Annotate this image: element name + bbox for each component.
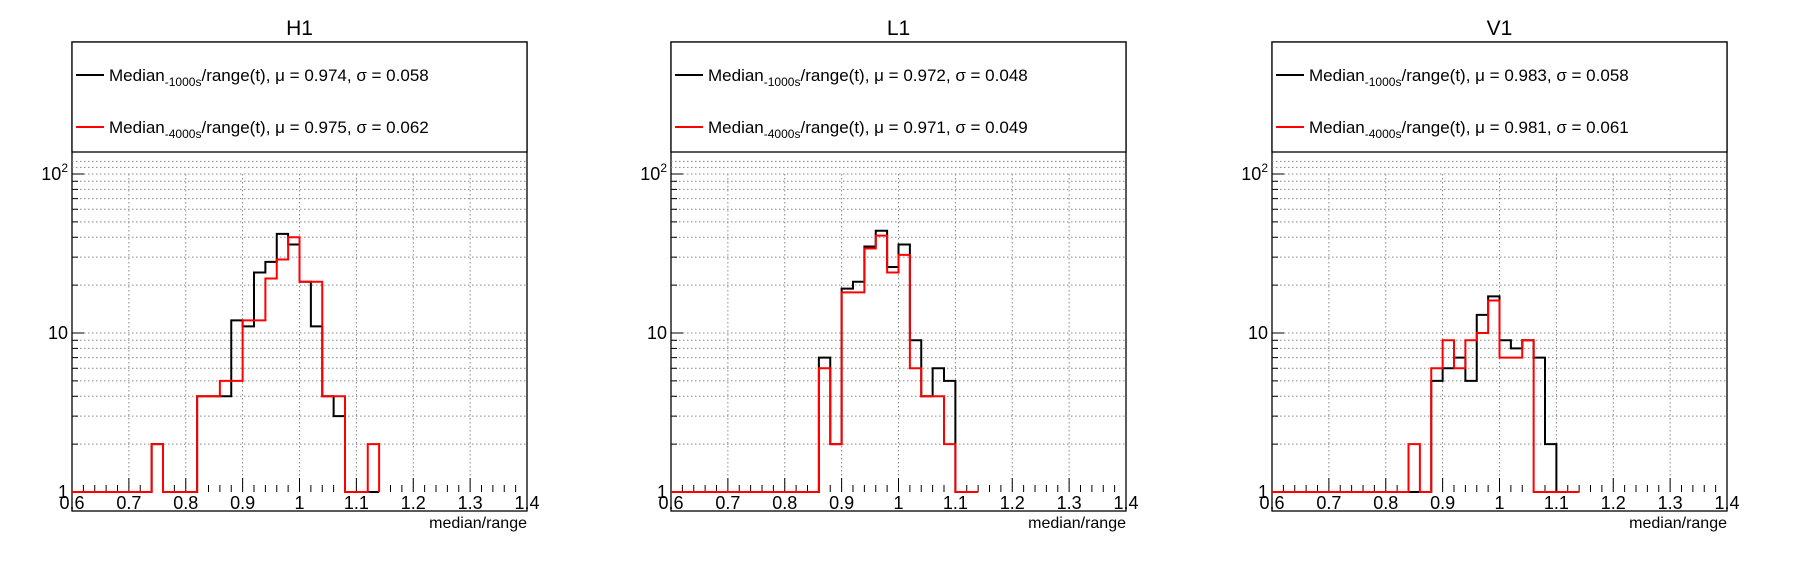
x-tick-label: 0.9 bbox=[829, 493, 854, 513]
x-tick-label: 1.3 bbox=[458, 493, 483, 513]
legend-text: /range(t), μ = 0.971, σ = 0.049 bbox=[800, 118, 1027, 137]
legend-box bbox=[670, 41, 1127, 153]
x-tick-label: 0.8 bbox=[173, 493, 198, 513]
legend-text: /range(t), μ = 0.975, σ = 0.062 bbox=[201, 118, 428, 137]
y-tick-base: 10 bbox=[1241, 164, 1261, 184]
y-axis-ticks bbox=[671, 125, 683, 493]
x-tick-label: 1.2 bbox=[1601, 493, 1626, 513]
x-tick-label: 0.9 bbox=[1430, 493, 1455, 513]
histogram-series-1 bbox=[1272, 299, 1580, 493]
legend-entry-1: Median-4000s/range(t), μ = 0.981, σ = 0.… bbox=[1309, 118, 1629, 141]
x-tick-label: 1.1 bbox=[1544, 493, 1569, 513]
x-tick-label: 1.4 bbox=[1714, 493, 1739, 513]
chart-title: L1 bbox=[887, 17, 910, 40]
x-axis-label: median/range bbox=[1629, 515, 1727, 532]
histogram-series-0 bbox=[72, 232, 380, 493]
x-tick-label: 1.1 bbox=[344, 493, 369, 513]
x-axis-label: median/range bbox=[1028, 515, 1126, 532]
x-axis-ticks bbox=[71, 478, 528, 492]
x-tick-label: 0.6 bbox=[1259, 493, 1284, 513]
x-tick-label: 0.7 bbox=[116, 493, 141, 513]
legend-text: Median bbox=[109, 66, 165, 85]
chart-l1: L10.6 0.7 0.8 0.9 1 1.1 1.2 1.3 1.4110102median/… bbox=[640, 17, 1138, 532]
legend-entry-0: Median-1000s/range(t), μ = 0.983, σ = 0.… bbox=[1309, 66, 1629, 89]
legend-text: Median bbox=[708, 66, 764, 85]
legend-text: Median bbox=[1309, 118, 1365, 137]
legend-entry-0: Median-1000s/range(t), μ = 0.974, σ = 0.… bbox=[109, 66, 429, 89]
legend-text: /range(t), μ = 0.981, σ = 0.061 bbox=[1401, 118, 1628, 137]
legend-entry-1: Median-4000s/range(t), μ = 0.971, σ = 0.… bbox=[708, 118, 1028, 141]
legend-box bbox=[71, 41, 528, 153]
y-tick-label-100: 102 bbox=[1241, 161, 1268, 184]
legend-text: /range(t), μ = 0.974, σ = 0.058 bbox=[201, 66, 428, 85]
legend-subscript: -4000s bbox=[764, 127, 801, 141]
legend-subscript: -1000s bbox=[1365, 75, 1402, 89]
legend-subscript: -4000s bbox=[165, 127, 202, 141]
chart-title: H1 bbox=[286, 17, 313, 40]
histogram-series-1 bbox=[671, 234, 979, 493]
x-tick-label: 0.6 bbox=[59, 493, 84, 513]
legend-subscript: -1000s bbox=[165, 75, 202, 89]
x-tick-label: 0.7 bbox=[715, 493, 740, 513]
histogram-series-1 bbox=[72, 236, 381, 493]
legend-entry-0: Median-1000s/range(t), μ = 0.972, σ = 0.… bbox=[708, 66, 1028, 89]
x-tick-label: 1.3 bbox=[1658, 493, 1683, 513]
y-tick-exp: 2 bbox=[1261, 161, 1268, 175]
legend-text: Median bbox=[708, 118, 764, 137]
legend-entry-1: Median-4000s/range(t), μ = 0.975, σ = 0.… bbox=[109, 118, 429, 141]
y-tick-label: 10 bbox=[48, 323, 68, 343]
y-tick-exp: 2 bbox=[61, 161, 68, 175]
x-tick-label: 1 bbox=[294, 493, 304, 513]
legend-text: Median bbox=[109, 118, 165, 137]
y-tick-base: 10 bbox=[640, 164, 660, 184]
legend-box bbox=[1271, 41, 1728, 153]
y-tick-label: 10 bbox=[647, 323, 667, 343]
x-tick-label: 0.8 bbox=[772, 493, 797, 513]
histogram-series-0 bbox=[671, 229, 979, 493]
grid bbox=[1272, 125, 1727, 492]
y-tick-label: 10 bbox=[1248, 323, 1268, 343]
y-axis-ticks bbox=[72, 125, 84, 493]
chart-title: V1 bbox=[1487, 17, 1513, 40]
legend-text: /range(t), μ = 0.972, σ = 0.048 bbox=[800, 66, 1027, 85]
legend-subscript: -1000s bbox=[764, 75, 801, 89]
grid bbox=[72, 125, 527, 492]
y-tick-label-100: 102 bbox=[41, 161, 68, 184]
x-tick-label: 1.1 bbox=[943, 493, 968, 513]
x-tick-label: 0.7 bbox=[1316, 493, 1341, 513]
legend-subscript: -4000s bbox=[1365, 127, 1402, 141]
x-tick-label: 0.6 bbox=[658, 493, 683, 513]
x-tick-label: 1.3 bbox=[1057, 493, 1082, 513]
x-tick-label: 1.4 bbox=[514, 493, 539, 513]
legend-text: Median bbox=[1309, 66, 1365, 85]
y-tick-base: 10 bbox=[41, 164, 61, 184]
y-tick-label: 1 bbox=[1258, 482, 1268, 502]
x-tick-label: 0.8 bbox=[1373, 493, 1398, 513]
y-axis-ticks bbox=[1272, 125, 1284, 493]
x-tick-label: 1.2 bbox=[1000, 493, 1025, 513]
x-axis-ticks bbox=[1271, 478, 1728, 492]
grid bbox=[671, 125, 1126, 492]
x-tick-label: 1 bbox=[1494, 493, 1504, 513]
chart-v1: V10.6 0.7 0.8 0.9 1 1.1 1.2 1.3 1.4110102median/… bbox=[1241, 17, 1739, 532]
x-tick-label: 1 bbox=[893, 493, 903, 513]
x-tick-label: 1.2 bbox=[401, 493, 426, 513]
y-tick-label: 1 bbox=[58, 482, 68, 502]
y-tick-label: 1 bbox=[657, 482, 667, 502]
y-tick-label-100: 102 bbox=[640, 161, 667, 184]
x-axis-label: median/range bbox=[429, 515, 527, 532]
x-axis-ticks bbox=[670, 478, 1127, 492]
x-tick-label: 0.9 bbox=[230, 493, 255, 513]
chart-h1: H10.6 0.7 0.8 0.9 1 1.1 1.2 1.3 1.4110102median/… bbox=[41, 17, 539, 532]
x-tick-label: 1.4 bbox=[1113, 493, 1138, 513]
y-tick-exp: 2 bbox=[660, 161, 667, 175]
legend-text: /range(t), μ = 0.983, σ = 0.058 bbox=[1401, 66, 1628, 85]
